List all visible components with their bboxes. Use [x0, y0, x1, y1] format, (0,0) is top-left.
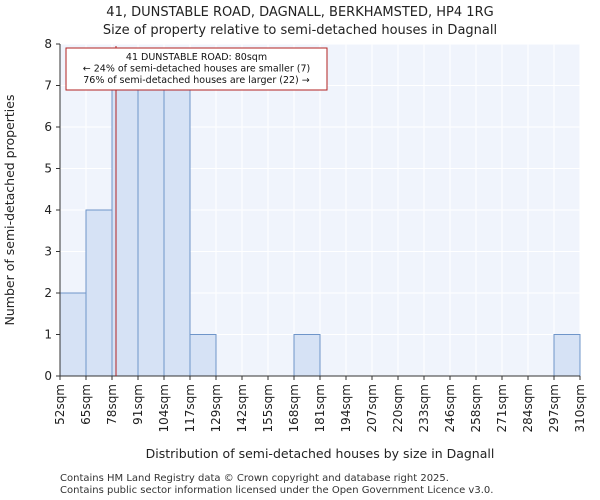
y-axis-title: Number of semi-detached properties [2, 95, 17, 326]
x-tick-label: 142sqm [235, 384, 249, 432]
x-tick-label: 284sqm [521, 384, 535, 432]
bar-65sqm [85, 209, 113, 377]
x-tick-label: 65sqm [79, 384, 93, 425]
x-tick-label: 246sqm [443, 384, 457, 432]
y-tick-label: 0 [44, 369, 52, 383]
chart-title: 41, DUNSTABLE ROAD, DAGNALL, BERKHAMSTED… [106, 5, 493, 20]
footer-licence: Contains public sector information licen… [60, 485, 494, 496]
bar-168sqm [293, 334, 321, 377]
x-tick-label: 297sqm [547, 384, 561, 432]
annotation-line-1: 41 DUNSTABLE ROAD: 80sqm [126, 52, 267, 63]
x-tick-label: 258sqm [469, 384, 483, 432]
bars [59, 85, 581, 377]
x-tick-labels: 52sqm 65sqm 78sqm 91sqm 104sqm 117sqm 129sqm 14… [53, 376, 587, 432]
x-axis-title: Distribution of semi-detached houses by … [146, 446, 495, 461]
y-tick-label: 8 [44, 37, 52, 51]
y-tick-labels: 0 1 2 3 4 5 6 7 8 [44, 37, 60, 383]
bar-117sqm [189, 334, 217, 377]
chart-subtitle: Size of property relative to semi-detach… [103, 23, 497, 38]
bar-52sqm [59, 292, 87, 377]
x-tick-label: 310sqm [573, 384, 587, 432]
x-tick-label: 181sqm [313, 384, 327, 432]
y-tick-label: 7 [44, 79, 52, 93]
annotation-line-3: 76% of semi-detached houses are larger (… [83, 75, 310, 86]
y-tick-label: 2 [44, 286, 52, 300]
x-tick-label: 155sqm [261, 384, 275, 432]
y-tick-label: 6 [44, 120, 52, 134]
bar-104sqm [163, 85, 191, 377]
x-tick-label: 207sqm [365, 384, 379, 432]
x-tick-label: 233sqm [417, 384, 431, 432]
bar-297sqm [553, 334, 581, 377]
y-tick-label: 1 [44, 328, 52, 342]
y-tick-label: 5 [44, 162, 52, 176]
x-tick-label: 91sqm [131, 384, 145, 425]
footer-copyright: Contains HM Land Registry data © Crown c… [60, 473, 449, 484]
x-tick-label: 129sqm [209, 384, 223, 432]
bar-91sqm [137, 85, 165, 377]
x-tick-label: 168sqm [287, 384, 301, 432]
x-tick-label: 194sqm [339, 384, 353, 432]
annotation-line-2: ← 24% of semi-detached houses are smalle… [83, 64, 311, 75]
x-tick-label: 78sqm [105, 384, 119, 425]
y-tick-label: 4 [44, 203, 52, 217]
x-tick-label: 104sqm [157, 384, 171, 432]
annotation-box: 41 DUNSTABLE ROAD: 80sqm ← 24% of semi-d… [65, 47, 328, 91]
x-tick-label: 117sqm [183, 384, 197, 432]
x-tick-label: 220sqm [391, 384, 405, 432]
x-tick-label: 271sqm [495, 384, 509, 432]
y-tick-label: 3 [44, 245, 52, 259]
annotation-border [65, 47, 328, 91]
x-tick-label: 52sqm [53, 384, 67, 425]
